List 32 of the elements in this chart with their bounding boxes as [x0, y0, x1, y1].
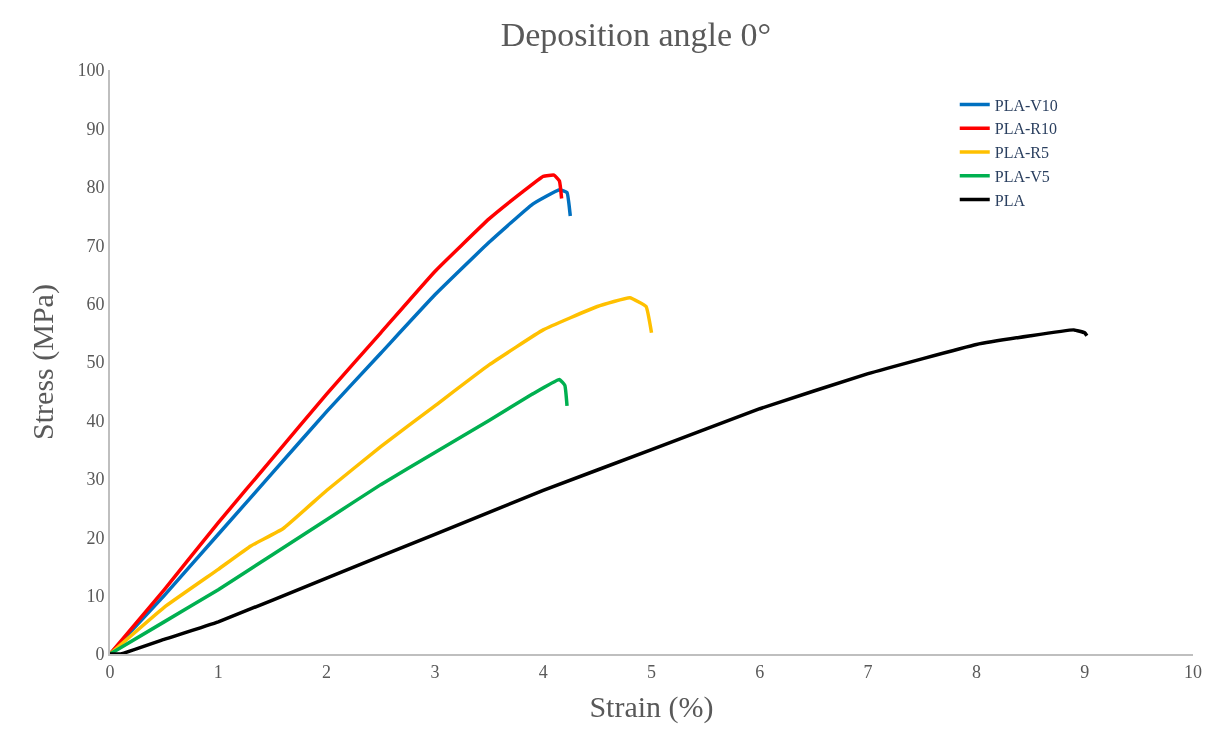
y-tick-label: 10: [86, 585, 105, 606]
y-tick-label: 40: [86, 410, 105, 431]
x-tick-label: 8: [971, 661, 981, 682]
y-tick-label: 70: [86, 235, 105, 256]
chart-title: Deposition angle 0°: [500, 16, 772, 54]
y-tick-label: 30: [86, 469, 105, 490]
legend-label: PLA-V5: [994, 168, 1050, 186]
x-tick-label: 1: [213, 661, 223, 682]
x-tick-label: 7: [863, 661, 873, 682]
x-tick-label: 9: [1080, 661, 1090, 682]
y-axis-title: Stress (MPa): [25, 284, 60, 440]
x-tick-label: 5: [647, 661, 656, 682]
y-tick-label: 100: [77, 60, 105, 81]
legend-label: PLA-R5: [994, 144, 1049, 162]
x-tick-label: 10: [1184, 661, 1202, 682]
x-axis-title: Strain (%): [589, 689, 714, 724]
x-tick-label: 2: [322, 661, 332, 682]
y-tick-label: 60: [86, 293, 105, 314]
y-tick-label: 80: [86, 177, 105, 198]
line-series: [110, 296, 654, 654]
y-tick-label: 50: [86, 352, 105, 373]
legend-label: PLA-V10: [994, 96, 1058, 114]
y-tick-label: 0: [95, 644, 105, 665]
y-tick-label: 20: [86, 527, 105, 548]
y-tick-label: 90: [86, 118, 105, 139]
line-series: [110, 328, 1089, 654]
x-tick-label: 4: [538, 661, 548, 682]
legend-label: PLA: [994, 191, 1026, 209]
legend-label: PLA-R10: [994, 120, 1057, 138]
line-series: [110, 377, 569, 654]
x-tick-label: 3: [430, 661, 440, 682]
x-tick-label: 6: [755, 661, 765, 682]
